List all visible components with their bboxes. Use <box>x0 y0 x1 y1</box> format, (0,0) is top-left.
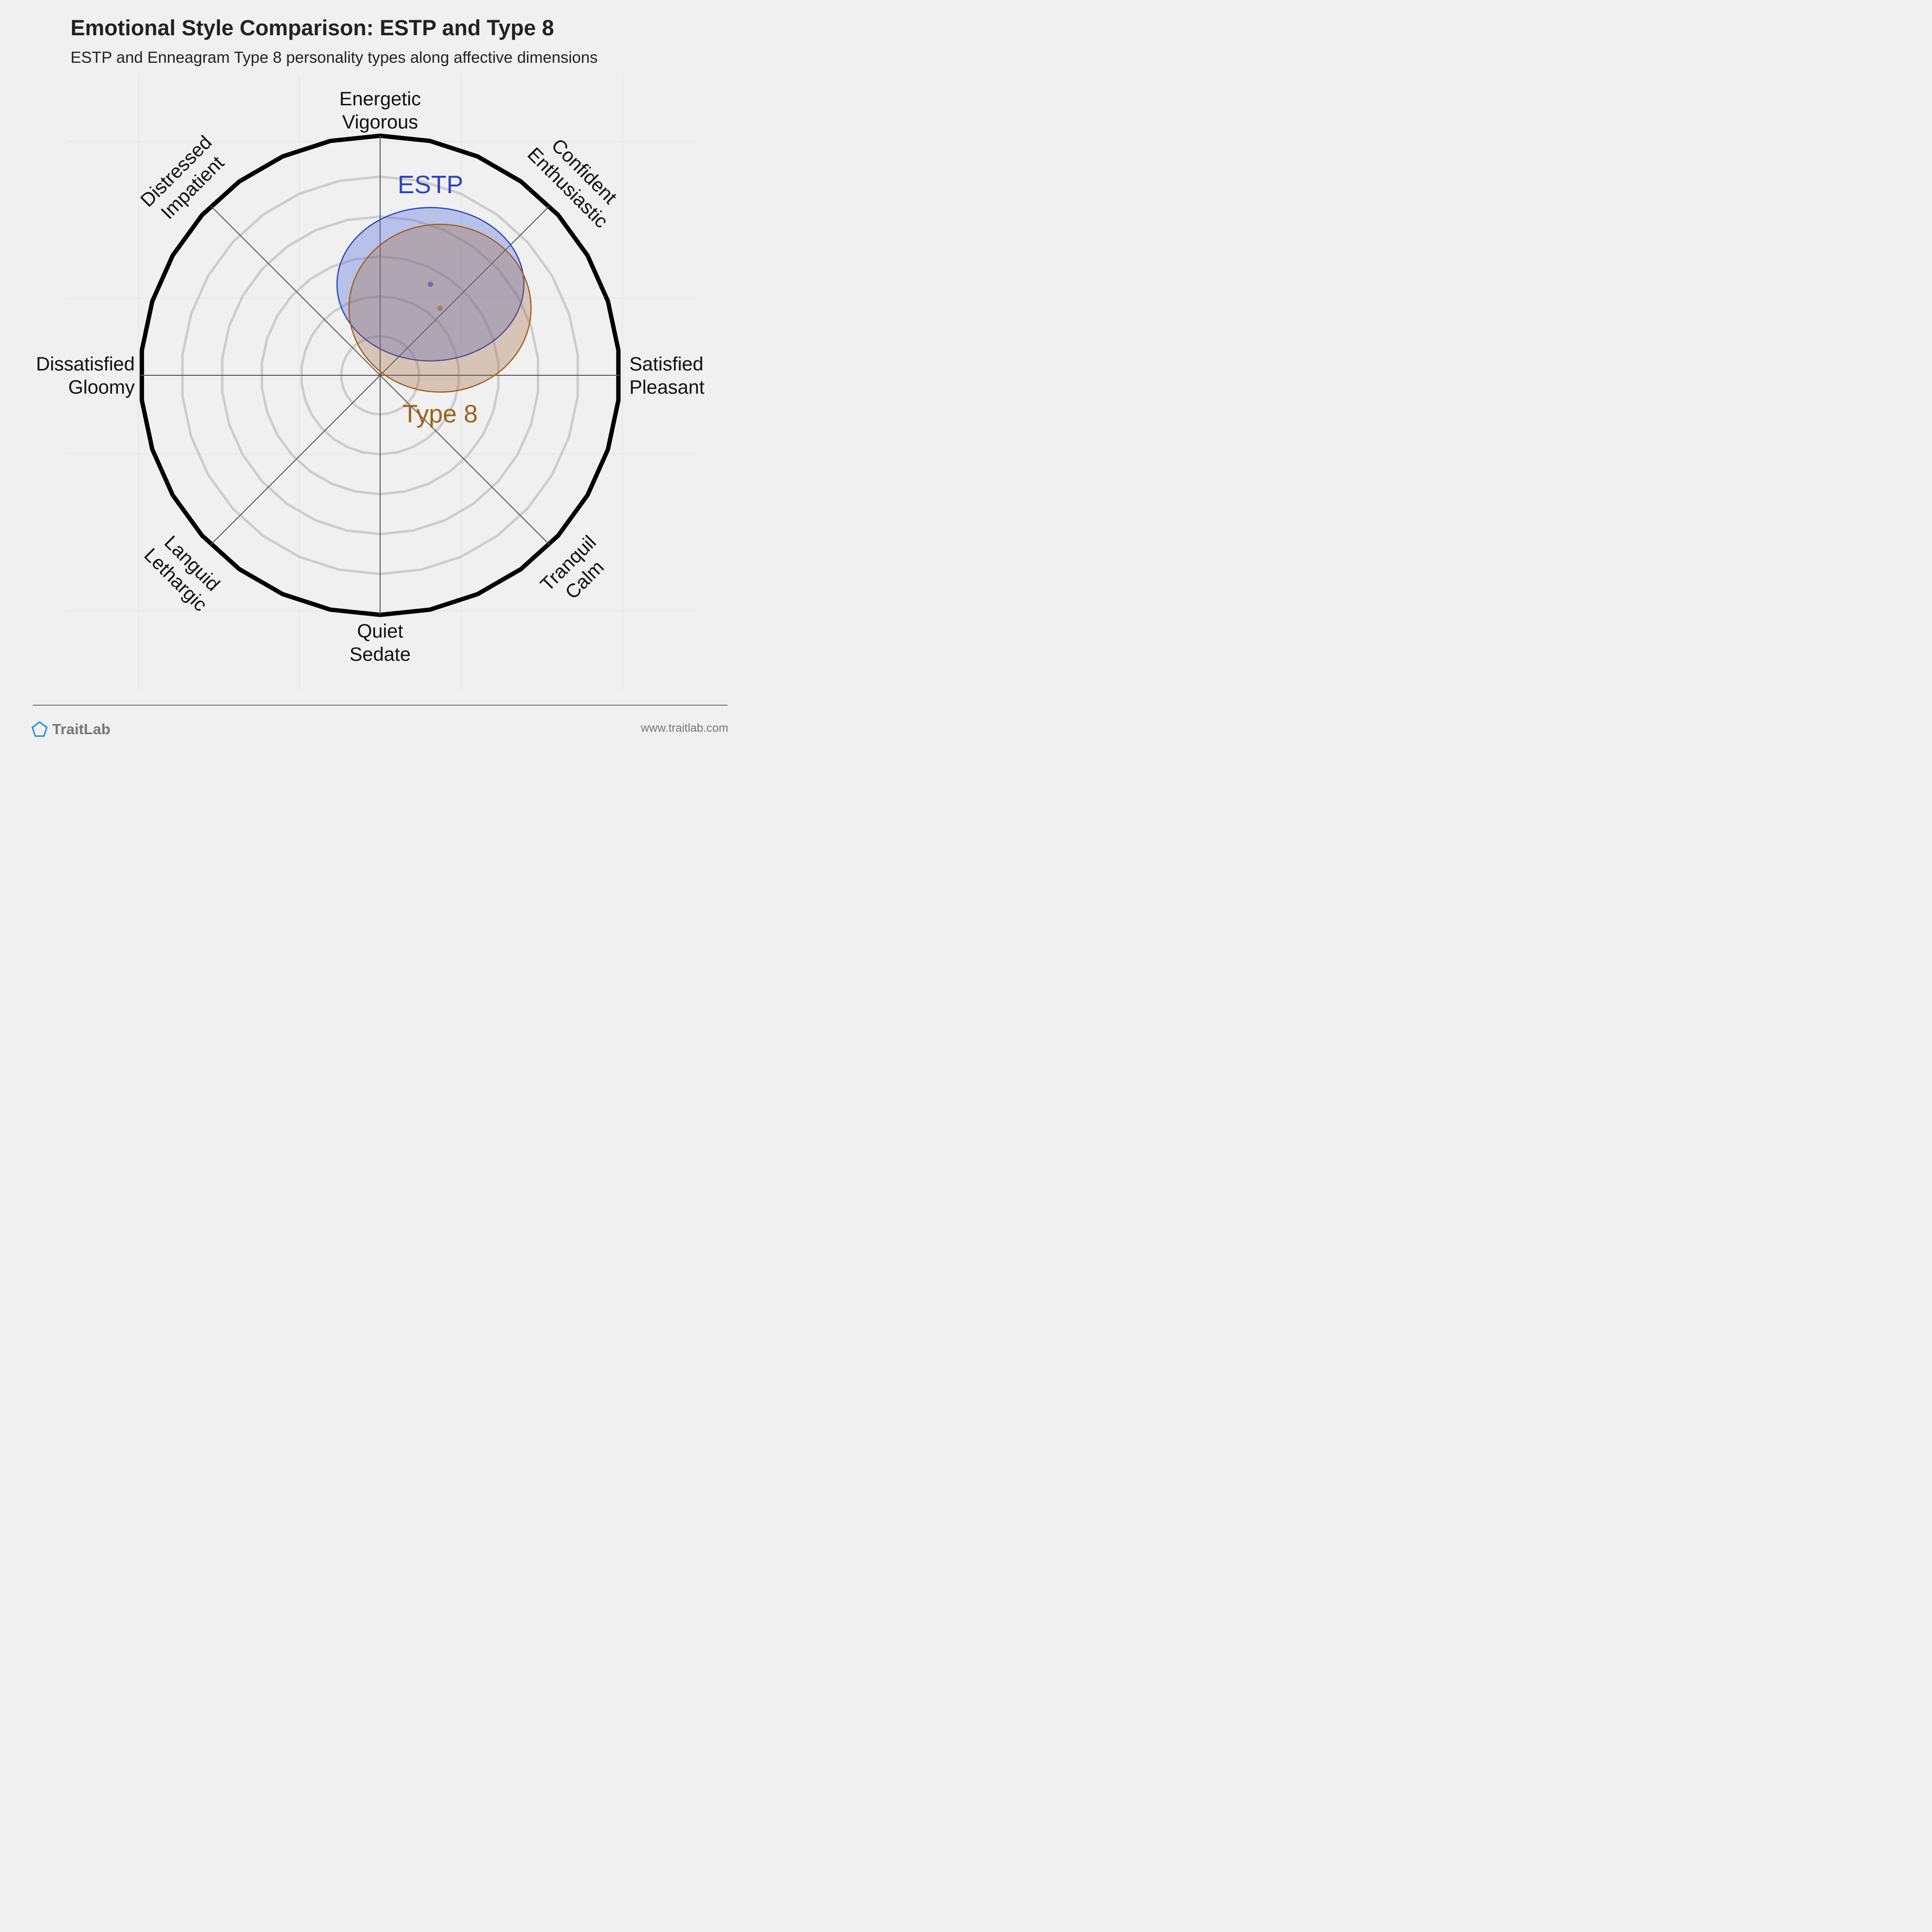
chart-svg: ESTP Type 8 EnergeticVigorousConfidentEnt… <box>36 75 705 691</box>
series-1-center <box>437 305 443 311</box>
pentagon-logo-icon <box>31 721 48 737</box>
axis-label-quiet-line-1: Sedate <box>350 644 411 665</box>
series-layer: ESTP Type 8 <box>336 171 532 428</box>
chart-title: Emotional Style Comparison: ESTP and Typ… <box>71 15 554 40</box>
series-label-1: Type 8 <box>402 400 478 428</box>
series-0-center <box>427 282 433 287</box>
site-url[interactable]: www.traitlab.com <box>640 722 728 735</box>
axis-label-quiet-line-0: Quiet <box>357 621 403 642</box>
chart-subtitle: ESTP and Enneagram Type 8 personality ty… <box>71 48 598 66</box>
axis-label-energetic-line-1: Vigorous <box>342 112 418 133</box>
axis-label-dissatisfied-line-1: Gloomy <box>68 377 135 398</box>
background-grid <box>68 75 696 691</box>
axis-label-dissatisfied-line-0: Dissatisfied <box>36 354 135 375</box>
axis-labels: EnergeticVigorousConfidentEnthusiasticSa… <box>36 88 704 665</box>
axis-label-satisfied-line-0: Satisfied <box>629 354 703 375</box>
brand-name: TraitLab <box>52 721 111 738</box>
axis-label-satisfied-line-1: Pleasant <box>629 377 705 398</box>
radar-spokes <box>141 136 620 615</box>
footer-divider <box>33 705 727 706</box>
axis-label-energetic-line-0: Energetic <box>340 88 421 110</box>
brand-logo[interactable]: TraitLab <box>31 719 111 740</box>
spoke-135 <box>210 205 550 545</box>
series-label-0: ESTP <box>398 171 463 199</box>
